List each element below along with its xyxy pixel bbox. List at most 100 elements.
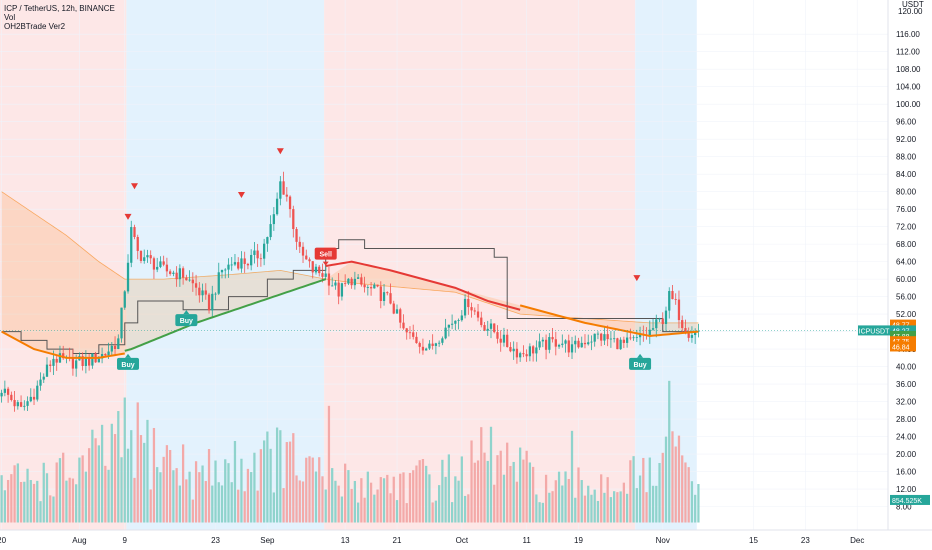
- volume-bar: [130, 430, 133, 523]
- volume-bar: [159, 472, 162, 523]
- volume-bar: [690, 481, 694, 523]
- price-tag: [890, 336, 916, 347]
- candle-body: [567, 340, 570, 353]
- trade-signals[interactable]: Buy Buy Sell Buy: [117, 148, 652, 370]
- volume-bar: [52, 496, 55, 523]
- candle-body: [470, 307, 473, 311]
- volume-bar: [285, 442, 288, 523]
- candle-body: [632, 337, 635, 339]
- volume-bar: [42, 462, 45, 523]
- y-tick-label: 92.00: [896, 135, 917, 144]
- candle-body: [117, 338, 120, 350]
- sell-signal-arrow: [322, 261, 329, 266]
- volume-bar: [408, 472, 412, 523]
- candle-body: [421, 346, 425, 351]
- volume-bar: [344, 463, 347, 523]
- volume-bar: [194, 461, 198, 523]
- candle-body: [272, 214, 275, 225]
- candle-body: [580, 342, 583, 348]
- volume-bar: [246, 468, 250, 523]
- y-tick-label: 100.00: [896, 100, 921, 109]
- candle-body: [418, 343, 421, 347]
- y-tick-label: 16.00: [896, 468, 917, 477]
- time-axis[interactable]: 20 Aug 9 23 Sep 13 21 Oct 11 19 Nov 15 23 Dec: [0, 529, 932, 545]
- volume-bar: [311, 457, 314, 523]
- ema-red-line: [325, 260, 521, 311]
- sell-zone: [324, 0, 636, 530]
- candle-body: [87, 358, 91, 366]
- volume-bar: [541, 502, 544, 523]
- volume-bar: [71, 478, 75, 523]
- symbol-title[interactable]: ICP / TetherUS, 12h, BINANCE: [4, 4, 115, 13]
- candle-body: [622, 339, 626, 343]
- volume-bar: [551, 491, 554, 523]
- volume-bar: [425, 465, 428, 523]
- candle-body: [42, 376, 45, 380]
- volume-bar: [230, 482, 233, 523]
- candle-body: [285, 194, 288, 197]
- volume-bar: [671, 431, 674, 523]
- volume-bar: [321, 476, 324, 523]
- candle-body: [175, 272, 178, 280]
- candle-body: [356, 277, 360, 279]
- volume-bar: [181, 444, 185, 523]
- volume-bar: [502, 474, 506, 523]
- volume-bar: [301, 481, 305, 523]
- volume-bar: [519, 447, 522, 523]
- volume-bar: [120, 457, 123, 523]
- buy-signal-box: [117, 357, 140, 370]
- candle-body: [259, 258, 263, 260]
- volume-bar: [366, 471, 369, 523]
- volume-indicator-label[interactable]: Vol: [4, 13, 16, 22]
- volume-bar: [619, 491, 622, 523]
- volume-bar: [334, 480, 337, 523]
- volume-bar: [227, 463, 230, 523]
- candle-body: [531, 346, 535, 354]
- candle-body: [36, 385, 39, 400]
- volume-bar: [441, 459, 444, 523]
- volume-bar: [207, 449, 211, 523]
- candle-body: [395, 309, 399, 314]
- candlesticks[interactable]: [0, 171, 700, 412]
- volume-bar: [454, 476, 457, 523]
- candle-body: [262, 243, 266, 259]
- volume-bar: [642, 457, 645, 523]
- candle-body: [104, 354, 107, 356]
- candle-body: [480, 317, 483, 326]
- candle-body: [353, 278, 357, 286]
- volume-bar: [434, 500, 438, 523]
- y-tick-label: 24.00: [896, 433, 917, 442]
- volume-bars: [0, 380, 700, 523]
- volume-bar: [314, 471, 318, 523]
- currency-label: USDT: [902, 0, 924, 9]
- volume-bar: [506, 442, 509, 523]
- symbol-price-tag-label: ICPUSDT: [859, 328, 890, 335]
- price-tag-label: 46.84: [892, 344, 910, 351]
- y-tick-label: 60.00: [896, 275, 917, 284]
- candle-body: [402, 322, 405, 329]
- candle-body: [363, 284, 366, 288]
- volume-bar: [13, 465, 16, 523]
- y-tick-label: 88.00: [896, 153, 917, 162]
- candle-body: [694, 331, 697, 336]
- y-tick-label: 112.00: [896, 48, 920, 57]
- volume-bar: [412, 470, 415, 523]
- price-tag: [890, 319, 916, 330]
- candle-body: [431, 343, 434, 346]
- price-axis[interactable]: USDT 8.00 12.00 16.00 20.00 24.00 28.00 32.00 3…: [887, 0, 924, 530]
- candle-body: [75, 360, 78, 369]
- candle-body: [237, 262, 240, 269]
- candle-body: [314, 266, 318, 273]
- candle-body: [677, 299, 681, 321]
- candle-body: [298, 241, 301, 247]
- volume-bar: [347, 470, 350, 523]
- candle-body: [415, 336, 418, 344]
- volume-bar: [81, 455, 84, 523]
- candle-body: [467, 298, 470, 308]
- strategy-indicator-label[interactable]: OH2BTrade Ver2: [4, 22, 66, 31]
- volume-bar: [6, 479, 10, 523]
- volume-bar: [681, 455, 684, 523]
- volume-bar: [188, 471, 191, 523]
- volume-bar: [104, 465, 107, 523]
